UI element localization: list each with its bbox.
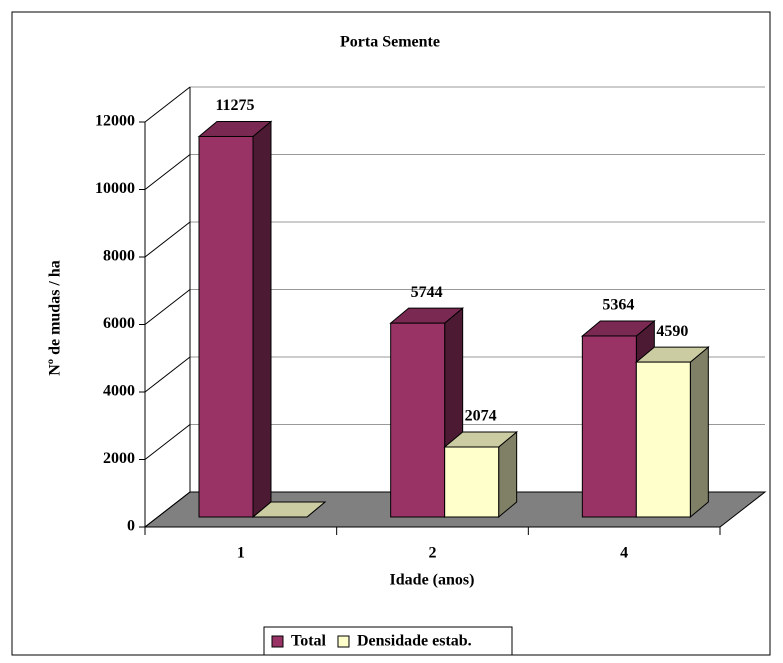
- bar: [635, 361, 691, 518]
- y-tick-label: 2000: [103, 450, 135, 467]
- data-label: 5744: [411, 284, 443, 301]
- x-axis-label: Idade (anos): [390, 572, 475, 589]
- legend-swatch: [271, 635, 284, 648]
- y-tick-label: 4000: [103, 383, 135, 400]
- bar: [444, 446, 500, 518]
- x-tick-label: 4: [620, 545, 628, 562]
- side-grid-line: [144, 154, 191, 190]
- bar-side: [689, 346, 709, 519]
- side-grid-line: [144, 356, 191, 393]
- legend-label: Densidade estab.: [357, 633, 472, 650]
- y-tick-label: 12000: [95, 113, 135, 130]
- y-tick-label: 0: [127, 518, 135, 535]
- bar: [581, 335, 637, 518]
- side-grid-line: [144, 86, 191, 123]
- chart-title: Porta Semente: [340, 34, 440, 51]
- data-label: 4590: [656, 323, 688, 340]
- side-grid-line: [144, 221, 191, 258]
- legend-swatch: [337, 635, 350, 648]
- bar: [198, 135, 254, 518]
- x-tick-label: 2: [429, 545, 437, 562]
- side-grid-line: [144, 424, 191, 460]
- y-tick-label: 6000: [103, 315, 135, 332]
- data-label: 11275: [215, 97, 254, 114]
- side-grid-line: [144, 491, 191, 528]
- y-tick-label: 8000: [103, 248, 135, 265]
- bar: [390, 322, 446, 518]
- bar-side: [252, 120, 272, 519]
- bar-top: [251, 501, 327, 518]
- data-label: 2074: [465, 408, 497, 425]
- legend-box: [263, 626, 513, 656]
- y-tick-label: 10000: [95, 180, 135, 197]
- side-grid-line: [144, 289, 191, 325]
- legend-label: Total: [291, 633, 327, 650]
- y-axis-label: Nº de mudas / ha: [47, 260, 64, 376]
- x-tick-label: 1: [237, 545, 245, 562]
- data-label: 5364: [602, 297, 634, 314]
